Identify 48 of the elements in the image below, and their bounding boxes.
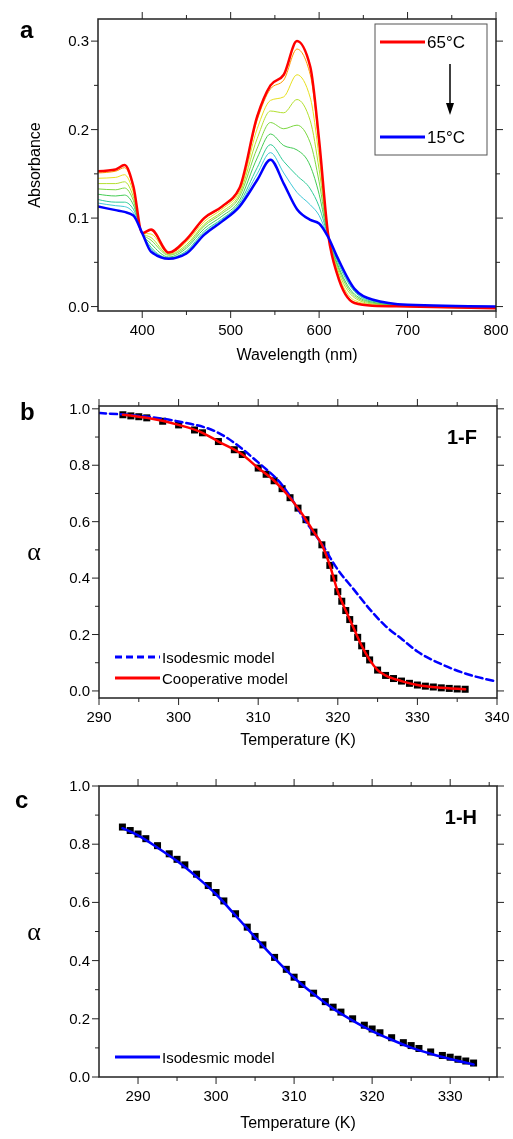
x-tick-label: 320 <box>325 708 351 725</box>
x-tick-label: 600 <box>306 321 332 338</box>
x-tick-label: 290 <box>86 708 112 725</box>
y-tick-label: 0.3 <box>68 32 89 50</box>
x-tick-label: 290 <box>125 1087 151 1104</box>
legend-label: Isodesmic model <box>162 649 275 666</box>
annotation: 1-H <box>444 806 477 828</box>
x-axis-title: Temperature (K) <box>240 1114 356 1131</box>
y-tick-label: 0.6 <box>69 512 90 530</box>
chart-title: a <box>20 16 34 43</box>
y-axis-title: Absorbance <box>26 122 43 208</box>
annotation: 1-F <box>447 426 477 448</box>
legend-label: 65°C <box>427 33 465 52</box>
x-tick-label: 330 <box>404 708 430 725</box>
x-tick-label: 310 <box>281 1087 307 1104</box>
legend-label: Cooperative model <box>162 670 288 687</box>
y-tick-label: 0.8 <box>69 456 90 474</box>
x-tick-label: 310 <box>245 708 271 725</box>
x-tick-label: 300 <box>166 708 192 725</box>
x-tick-label: 700 <box>395 321 421 338</box>
x-tick-label: 500 <box>218 321 244 338</box>
x-axis-title: Wavelength (nm) <box>236 346 358 363</box>
x-tick-label: 400 <box>129 321 155 338</box>
y-tick-label: 1.0 <box>69 777 90 794</box>
y-tick-label: 0.1 <box>68 209 89 227</box>
y-tick-label: 1.0 <box>69 399 90 417</box>
x-tick-label: 300 <box>203 1087 229 1104</box>
y-tick-label: 0.6 <box>69 893 90 911</box>
x-tick-label: 330 <box>437 1087 463 1104</box>
x-tick-label: 340 <box>484 708 510 725</box>
y-tick-label: 0.4 <box>69 951 90 969</box>
x-tick-label: 320 <box>359 1087 385 1104</box>
x-axis-title: Temperature (K) <box>240 731 356 748</box>
y-tick-label: 0.2 <box>68 120 89 138</box>
legend-label: Isodesmic model <box>162 1049 275 1066</box>
x-tick-label: 800 <box>483 321 509 338</box>
y-tick-label: 0.8 <box>69 835 90 853</box>
y-tick-label: 0.0 <box>69 681 90 699</box>
y-tick-label: 0.0 <box>68 297 89 315</box>
y-tick-label: 0.2 <box>69 625 90 643</box>
y-axis-title: α <box>27 537 42 566</box>
y-tick-label: 0.2 <box>69 1009 90 1027</box>
y-axis-title: α <box>27 916 42 946</box>
legend-label: 15°C <box>427 128 465 147</box>
y-tick-label: 0.4 <box>69 569 90 587</box>
chart-title: b <box>20 398 35 425</box>
y-tick-label: 0.0 <box>69 1068 90 1085</box>
chart-title: c <box>15 786 29 813</box>
